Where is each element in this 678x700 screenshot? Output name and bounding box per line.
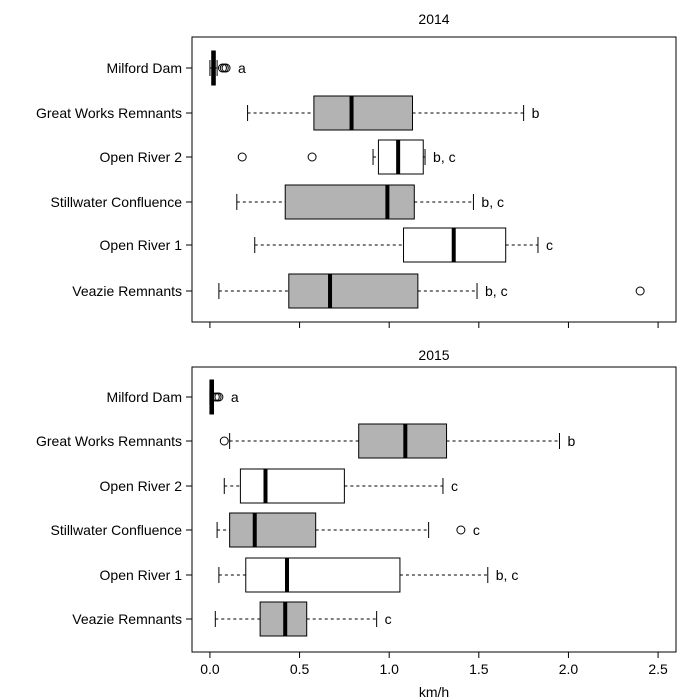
category-label: Open River 1 xyxy=(100,237,183,253)
group-letter-label: a xyxy=(231,389,239,405)
panel-2014: 2014 Milford Dam a Great Works Remnants b Ope… xyxy=(36,11,677,328)
group-letter-label: b xyxy=(567,433,575,449)
box-open-river-1: Open River 1 b, c xyxy=(100,557,519,593)
box-stillwater-confluence: Stillwater Confluence c xyxy=(50,512,480,548)
x-tick-label: 1.5 xyxy=(469,661,489,677)
iqr-box xyxy=(245,557,401,593)
category-label: Milford Dam xyxy=(107,389,182,405)
iqr-box xyxy=(239,468,345,504)
outlier-point xyxy=(307,152,317,162)
group-letter-label: b, c xyxy=(481,194,504,210)
category-label: Open River 2 xyxy=(100,149,183,165)
outlier-point xyxy=(214,392,224,402)
category-label: Great Works Remnants xyxy=(36,105,182,121)
category-label: Veazie Remnants xyxy=(72,283,182,299)
box-open-river-1: Open River 1 c xyxy=(100,227,553,263)
panel-frame xyxy=(191,36,677,323)
box-veazie-remnants: Veazie Remnants c xyxy=(72,601,392,637)
category-label: Veazie Remnants xyxy=(72,611,182,627)
category-label: Milford Dam xyxy=(107,60,182,76)
group-letter-label: a xyxy=(238,60,246,76)
category-label: Great Works Remnants xyxy=(36,433,182,449)
box-milford-dam: Milford Dam a xyxy=(107,50,246,86)
box-open-river-2: Open River 2 c xyxy=(100,468,458,504)
box-great-works-remnants: Great Works Remnants b xyxy=(36,95,540,131)
outlier-point xyxy=(219,63,229,73)
panel-title: 2015 xyxy=(418,347,449,363)
x-tick-label: 2.5 xyxy=(648,661,668,677)
category-label: Stillwater Confluence xyxy=(50,522,182,538)
outlier-point xyxy=(237,152,247,162)
panel-2015: 2015 Milford Dam a Great Works Remnants b Ope… xyxy=(36,347,677,658)
group-letter-label: c xyxy=(546,237,553,253)
iqr-box xyxy=(358,423,448,459)
outlier-point xyxy=(219,436,229,446)
box-great-works-remnants: Great Works Remnants b xyxy=(36,423,575,459)
group-letter-label: c xyxy=(385,611,392,627)
category-label: Open River 1 xyxy=(100,567,183,583)
group-letter-label: b, c xyxy=(496,567,519,583)
group-letter-label: b xyxy=(532,105,540,121)
box-stillwater-confluence: Stillwater Confluence b, c xyxy=(50,184,504,220)
box-milford-dam: Milford Dam a xyxy=(107,379,239,415)
panel-title: 2014 xyxy=(418,11,449,27)
iqr-box xyxy=(313,95,413,131)
outlier-point xyxy=(456,525,466,535)
group-letter-label: b, c xyxy=(485,283,508,299)
iqr-box xyxy=(288,273,419,309)
x-axis: 0.0 0.5 1.0 1.5 2.0 2.5 km/h xyxy=(200,661,668,700)
x-tick-label: 1.0 xyxy=(379,661,399,677)
iqr-box xyxy=(284,184,415,220)
box-open-river-2: Open River 2 b, c xyxy=(100,139,456,175)
group-letter-label: b, c xyxy=(433,149,456,165)
panel-frame xyxy=(191,366,677,653)
category-label: Stillwater Confluence xyxy=(50,194,182,210)
outlier-point xyxy=(221,63,231,73)
x-tick-label: 2.0 xyxy=(559,661,579,677)
x-tick-label: 0.5 xyxy=(290,661,310,677)
outlier-point xyxy=(212,392,222,402)
x-axis-label: km/h xyxy=(419,684,449,700)
group-letter-label: c xyxy=(473,522,480,538)
iqr-box xyxy=(229,512,317,548)
outlier-point xyxy=(635,286,645,296)
x-tick-label: 0.0 xyxy=(200,661,220,677)
category-label: Open River 2 xyxy=(100,478,183,494)
group-letter-label: c xyxy=(451,478,458,494)
box-veazie-remnants: Veazie Remnants b, c xyxy=(72,273,645,309)
iqr-box xyxy=(377,139,424,175)
